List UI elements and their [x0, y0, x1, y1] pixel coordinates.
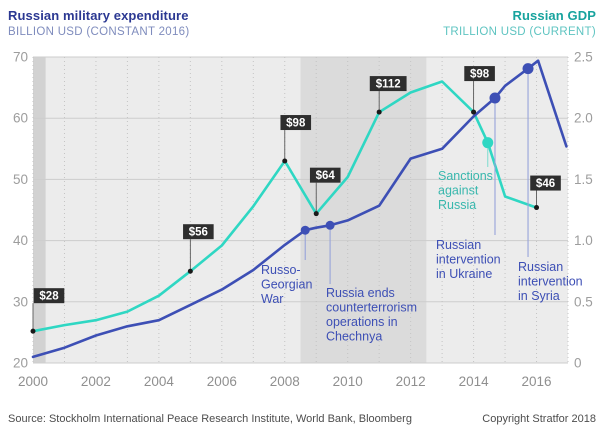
event-chechnya-operations-end: Russia ends counterterrorism operations in… — [325, 220, 417, 344]
source-note: Source: Stockholm International Peace Re… — [8, 413, 412, 425]
event-annotation-text: Russia ends counterterrorism operations in… — [326, 286, 417, 344]
oil-price-box — [464, 66, 495, 82]
oil-price-text: $112 — [376, 79, 401, 91]
right-axis-header: Russian GDP TRILLION USD (CURRENT) — [443, 8, 596, 38]
copyright-note: Copyright Stratfor 2018 — [482, 413, 596, 425]
left-axis-header: Russian military expenditure BILLION USD… — [8, 8, 190, 38]
left-axis-tick-label: 50 — [13, 172, 28, 187]
oil-price-text: $64 — [316, 170, 336, 182]
gdp-line — [31, 80, 538, 333]
left-chart-subtitle: BILLION USD (CONSTANT 2016) — [8, 26, 190, 38]
left-chart-title: Russian military expenditure — [8, 8, 189, 23]
oil-price-dot — [282, 158, 288, 164]
oil-price-text: $46 — [536, 178, 555, 190]
x-axis-year-label: 2016 — [522, 374, 552, 389]
dual-axis-line-chart: 20 30 40 50 60 70 0 0.5 1.0 1.5 2.0 2.5 2000 2002 2004… — [13, 50, 593, 390]
right-axis-tick-label: 0 — [574, 356, 582, 371]
oil-price-dot — [313, 211, 319, 217]
right-chart-subtitle: TRILLION USD (CURRENT) — [443, 26, 596, 38]
right-axis-tick-label: 0.5 — [574, 294, 593, 309]
x-axis-year-label: 2002 — [81, 374, 111, 389]
right-axis-tick-label: 2.0 — [574, 111, 593, 126]
x-axis-year-label: 2008 — [270, 374, 300, 389]
x-axis-year-label: 2004 — [144, 374, 175, 389]
event-russo-georgian-war: Russo-Georgian War — [261, 225, 312, 306]
oil-price-dot — [471, 109, 477, 115]
axis-labels: 20 30 40 50 60 70 0 0.5 1.0 1.5 2.0 2.5 2000 2002 2004… — [13, 50, 593, 390]
oil-price-label: $46 — [530, 175, 561, 211]
oil-price-box — [183, 224, 214, 240]
oil-price-dot — [534, 205, 540, 211]
oil-price-dot — [376, 109, 382, 115]
x-axis-year-label: 2000 — [18, 374, 48, 389]
left-axis-tick-label: 40 — [13, 233, 28, 248]
oil-price-label: $64 — [309, 167, 341, 217]
left-axis-tick-label: 30 — [13, 294, 28, 309]
left-axis-tick-label: 70 — [13, 50, 28, 65]
oil-price-box — [530, 175, 561, 191]
oil-price-label: $28 — [30, 288, 65, 334]
event-annotation-text: Russian intervention in Syria — [518, 260, 583, 303]
event-dot — [300, 225, 310, 235]
x-axis-year-label: 2010 — [333, 374, 363, 389]
event-intervention-ukraine: Russian intervention in Ukraine — [436, 92, 501, 281]
right-axis-tick-label: 1.5 — [574, 172, 593, 187]
milex-line — [31, 59, 568, 359]
x-axis-year-label: 2012 — [396, 374, 426, 389]
oil-price-text: $56 — [189, 227, 208, 239]
x-axis-year-label: 2006 — [207, 374, 237, 389]
right-axis-tick-label: 1.0 — [574, 233, 593, 248]
right-chart-title: Russian GDP — [512, 8, 596, 23]
event-annotation-text: Sanctions against Russia — [438, 169, 493, 212]
oil-price-box — [369, 76, 407, 92]
left-axis-tick-label: 20 — [13, 356, 28, 371]
event-annotation-text: Russian intervention in Ukraine — [436, 238, 501, 281]
oil-price-dot — [30, 328, 36, 334]
left-axis-tick-label: 60 — [13, 111, 28, 126]
event-dot — [482, 137, 494, 149]
oil-price-label: $98 — [280, 115, 312, 164]
event-sanctions-against-russia: Sanctions against Russia — [438, 137, 494, 212]
event-dot — [489, 92, 501, 104]
event-dot — [325, 220, 335, 230]
oil-price-dot — [187, 268, 193, 274]
oil-price-text: $98 — [286, 118, 306, 130]
oil-price-box — [280, 115, 312, 131]
shaded-period-band — [300, 57, 427, 363]
oil-price-label: $98 — [464, 66, 495, 115]
shaded-period-band — [33, 57, 46, 363]
event-annotation-text: Russo-Georgian War — [261, 263, 312, 306]
event-intervention-syria: Russian intervention in Syria — [518, 63, 583, 303]
right-axis-tick-label: 2.5 — [574, 50, 593, 65]
oil-price-text: $98 — [470, 69, 490, 81]
oil-price-box — [33, 288, 65, 304]
oil-price-box — [309, 167, 341, 183]
oil-price-label: $56 — [183, 224, 214, 274]
x-axis-year-label: 2014 — [459, 374, 490, 389]
oil-price-text: $28 — [39, 291, 59, 303]
event-dot — [522, 63, 534, 75]
oil-price-label: $112 — [369, 76, 407, 115]
